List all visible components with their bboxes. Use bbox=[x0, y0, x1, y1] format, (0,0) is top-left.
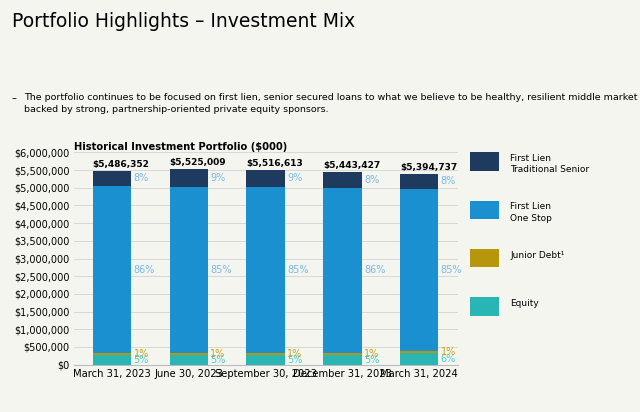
Text: Portfolio Highlights – Investment Mix: Portfolio Highlights – Investment Mix bbox=[12, 12, 355, 31]
Text: 1%: 1% bbox=[441, 347, 456, 357]
Text: Historical Investment Portfolio ($000): Historical Investment Portfolio ($000) bbox=[74, 142, 287, 152]
Text: 1%: 1% bbox=[287, 349, 302, 359]
Text: 85%: 85% bbox=[441, 265, 462, 275]
Bar bbox=[246, 355, 285, 365]
FancyBboxPatch shape bbox=[470, 249, 499, 267]
Bar bbox=[400, 189, 438, 351]
Bar bbox=[400, 174, 438, 189]
Text: 86%: 86% bbox=[364, 265, 385, 275]
Bar bbox=[93, 353, 131, 355]
Text: 85%: 85% bbox=[211, 265, 232, 275]
Bar bbox=[170, 355, 208, 365]
Bar bbox=[170, 169, 208, 187]
Text: 5%: 5% bbox=[211, 355, 226, 365]
Text: 85%: 85% bbox=[287, 265, 308, 275]
Text: $5,525,009: $5,525,009 bbox=[170, 158, 226, 167]
Text: 9%: 9% bbox=[211, 173, 225, 183]
Text: 86%: 86% bbox=[134, 265, 155, 274]
Text: The portfolio continues to be focused on first lien, senior secured loans to wha: The portfolio continues to be focused on… bbox=[24, 93, 640, 113]
Text: Equity: Equity bbox=[511, 299, 539, 308]
Bar bbox=[400, 353, 438, 365]
Text: 8%: 8% bbox=[134, 173, 148, 183]
Text: 5%: 5% bbox=[364, 355, 380, 365]
Text: $5,394,737: $5,394,737 bbox=[400, 163, 457, 172]
Bar bbox=[170, 187, 208, 353]
Text: $5,486,352: $5,486,352 bbox=[93, 160, 150, 169]
Bar bbox=[246, 169, 285, 187]
Bar bbox=[323, 187, 362, 353]
Text: 8%: 8% bbox=[441, 176, 456, 187]
Text: 1%: 1% bbox=[134, 349, 148, 359]
Text: $5,516,613: $5,516,613 bbox=[246, 159, 303, 168]
Text: 9%: 9% bbox=[287, 173, 302, 183]
Text: $5,443,427: $5,443,427 bbox=[323, 161, 380, 170]
Bar bbox=[93, 186, 131, 353]
Text: 5%: 5% bbox=[134, 355, 149, 365]
Text: 8%: 8% bbox=[364, 175, 379, 185]
Text: –: – bbox=[12, 93, 17, 103]
Bar bbox=[93, 171, 131, 186]
Text: Junior Debt¹: Junior Debt¹ bbox=[511, 250, 564, 260]
Text: 6%: 6% bbox=[441, 354, 456, 364]
Bar bbox=[323, 172, 362, 187]
FancyBboxPatch shape bbox=[470, 201, 499, 219]
Bar bbox=[246, 187, 285, 353]
Text: 1%: 1% bbox=[211, 349, 225, 359]
Bar bbox=[323, 355, 362, 365]
Bar bbox=[323, 353, 362, 355]
FancyBboxPatch shape bbox=[470, 152, 499, 171]
Bar bbox=[246, 353, 285, 355]
Text: First Lien
Traditional Senior: First Lien Traditional Senior bbox=[511, 154, 589, 174]
Bar bbox=[170, 353, 208, 355]
Bar bbox=[400, 351, 438, 353]
Text: 1%: 1% bbox=[364, 349, 379, 359]
Text: First Lien
One Stop: First Lien One Stop bbox=[511, 203, 552, 222]
FancyBboxPatch shape bbox=[470, 297, 499, 316]
Text: 5%: 5% bbox=[287, 355, 303, 365]
Bar bbox=[93, 355, 131, 365]
